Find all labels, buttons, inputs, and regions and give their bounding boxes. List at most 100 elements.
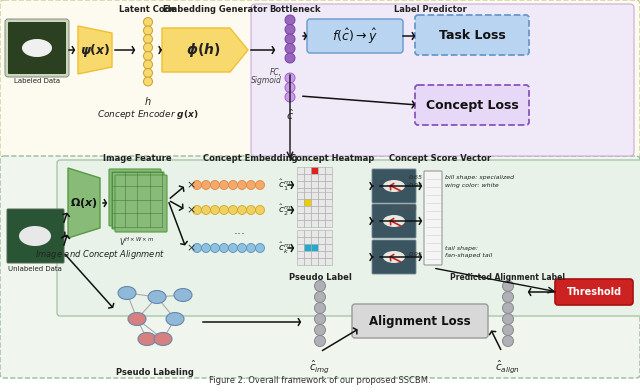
Text: Bottleneck: Bottleneck — [269, 5, 321, 14]
Circle shape — [285, 15, 295, 25]
Bar — [325, 188, 332, 195]
Circle shape — [228, 205, 237, 214]
Circle shape — [202, 180, 211, 189]
Bar — [325, 167, 332, 174]
Bar — [318, 181, 325, 188]
Bar — [297, 206, 304, 213]
Text: Threshold: Threshold — [566, 287, 621, 297]
Text: Latent Code: Latent Code — [119, 5, 177, 14]
Circle shape — [285, 25, 295, 34]
Bar — [311, 230, 318, 237]
Text: $\times$: $\times$ — [186, 205, 196, 215]
Bar — [311, 192, 318, 199]
Bar — [325, 192, 332, 199]
Text: FC,: FC, — [270, 67, 282, 76]
Circle shape — [193, 180, 202, 189]
Circle shape — [143, 60, 152, 69]
Circle shape — [314, 336, 326, 347]
Text: fan-shaped tail: fan-shaped tail — [445, 254, 492, 258]
Bar — [297, 174, 304, 181]
Bar — [304, 230, 311, 237]
Bar — [318, 251, 325, 258]
Text: $h$: $h$ — [144, 95, 152, 107]
Bar — [311, 174, 318, 181]
Circle shape — [143, 18, 152, 27]
Text: $V^{H\times W\times m}$: $V^{H\times W\times m}$ — [120, 236, 155, 249]
Text: $\hat{c}_2^m$: $\hat{c}_2^m$ — [278, 202, 291, 218]
Text: Figure 2: Overall framework of our proposed SSCBM.: Figure 2: Overall framework of our propo… — [209, 376, 431, 385]
Circle shape — [220, 205, 228, 214]
Text: Sigmoid: Sigmoid — [251, 76, 282, 85]
Circle shape — [246, 180, 255, 189]
FancyBboxPatch shape — [7, 209, 64, 263]
Bar — [311, 195, 318, 202]
Text: $f(\hat{c})\rightarrow\hat{y}$: $f(\hat{c})\rightarrow\hat{y}$ — [332, 27, 378, 45]
Bar — [297, 188, 304, 195]
Bar — [325, 206, 332, 213]
Polygon shape — [162, 28, 248, 72]
Circle shape — [202, 243, 211, 252]
Circle shape — [255, 205, 264, 214]
Bar — [318, 192, 325, 199]
Text: Alignment Loss: Alignment Loss — [369, 314, 471, 327]
Bar — [297, 230, 304, 237]
Circle shape — [314, 281, 326, 292]
Circle shape — [314, 325, 326, 336]
Bar — [304, 167, 311, 174]
Circle shape — [237, 205, 246, 214]
Circle shape — [143, 51, 152, 60]
Text: Label Predictor: Label Predictor — [394, 5, 467, 14]
Bar — [304, 244, 311, 251]
FancyBboxPatch shape — [109, 169, 161, 226]
Polygon shape — [68, 168, 100, 238]
Bar — [297, 192, 304, 199]
FancyBboxPatch shape — [57, 160, 640, 316]
Circle shape — [143, 77, 152, 86]
Ellipse shape — [19, 226, 51, 246]
Bar — [325, 181, 332, 188]
Bar — [304, 195, 311, 202]
Circle shape — [211, 205, 220, 214]
FancyBboxPatch shape — [555, 279, 633, 305]
Bar — [311, 220, 318, 227]
Bar — [304, 206, 311, 213]
Circle shape — [502, 314, 513, 325]
Bar — [311, 237, 318, 244]
Bar — [304, 237, 311, 244]
Bar — [297, 251, 304, 258]
Circle shape — [237, 243, 246, 252]
Text: $\boldsymbol{\psi(x)}$: $\boldsymbol{\psi(x)}$ — [80, 42, 110, 58]
Bar — [325, 195, 332, 202]
Text: $\it{Image\ and\ Concept\ Alignment}$: $\it{Image\ and\ Concept\ Alignment}$ — [35, 248, 165, 261]
Bar — [304, 192, 311, 199]
Circle shape — [285, 73, 295, 83]
Text: $\hat{c}_1^m$: $\hat{c}_1^m$ — [278, 178, 291, 192]
Ellipse shape — [128, 312, 146, 325]
Circle shape — [314, 303, 326, 314]
Circle shape — [285, 92, 295, 102]
Bar — [304, 251, 311, 258]
Bar — [325, 258, 332, 265]
Text: tail shape:: tail shape: — [445, 245, 478, 250]
Circle shape — [255, 180, 264, 189]
Bar — [325, 244, 332, 251]
Bar — [297, 181, 304, 188]
Ellipse shape — [118, 287, 136, 299]
Bar — [297, 258, 304, 265]
Text: bill shape: specialized: bill shape: specialized — [445, 174, 514, 180]
Bar — [318, 174, 325, 181]
Bar — [311, 258, 318, 265]
Bar — [318, 230, 325, 237]
Bar — [311, 213, 318, 220]
FancyBboxPatch shape — [0, 156, 640, 378]
Bar — [297, 167, 304, 174]
Circle shape — [502, 336, 513, 347]
FancyBboxPatch shape — [415, 85, 529, 125]
Bar — [297, 199, 304, 206]
Bar — [304, 181, 311, 188]
FancyBboxPatch shape — [251, 4, 634, 156]
Bar — [325, 220, 332, 227]
Bar — [311, 206, 318, 213]
Ellipse shape — [383, 215, 405, 227]
Circle shape — [143, 43, 152, 52]
